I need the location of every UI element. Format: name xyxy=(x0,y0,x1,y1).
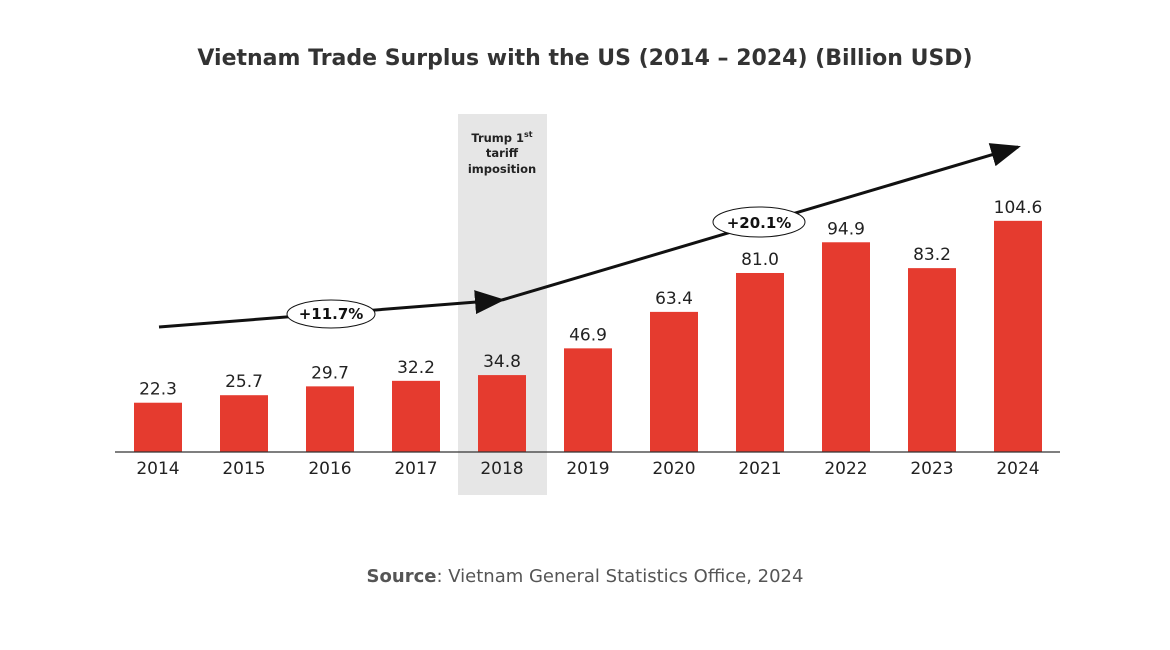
bar-2019 xyxy=(564,348,612,452)
data-label: 22.3 xyxy=(139,380,177,400)
highlight-label-line3: imposition xyxy=(468,162,536,176)
bar-2017 xyxy=(392,380,440,452)
x-tick-label: 2023 xyxy=(910,459,953,479)
x-tick-label: 2016 xyxy=(308,459,351,479)
x-tick-label: 2022 xyxy=(824,459,867,479)
data-label: 32.2 xyxy=(397,358,435,378)
highlight-label-line2: tariff xyxy=(486,146,519,160)
bar-2020 xyxy=(650,311,698,452)
x-tick-label: 2018 xyxy=(480,459,523,479)
x-tick-label: 2021 xyxy=(738,459,781,479)
x-tick-label: 2015 xyxy=(222,459,265,479)
data-label: 46.9 xyxy=(569,325,607,345)
chart-title: Vietnam Trade Surplus with the US (2014 … xyxy=(197,46,972,71)
data-label: 83.2 xyxy=(913,245,951,265)
bar-2021 xyxy=(736,272,784,452)
bar-2022 xyxy=(822,242,870,452)
trend-label-bubble-1 xyxy=(286,299,376,329)
x-tick-label: 2020 xyxy=(652,459,695,479)
data-label: 94.9 xyxy=(827,219,865,239)
x-tick-label: 2024 xyxy=(996,459,1039,479)
bar-2018 xyxy=(478,375,526,452)
data-label: 104.6 xyxy=(994,198,1043,218)
data-label: 63.4 xyxy=(655,289,693,309)
bar-2023 xyxy=(908,268,956,452)
x-tick-label: 2014 xyxy=(136,459,179,479)
trend-label-bubble-2 xyxy=(712,206,806,238)
x-tick-label: 2017 xyxy=(394,459,437,479)
bar-2016 xyxy=(306,386,354,452)
bar-2024 xyxy=(994,220,1042,452)
bar-2015 xyxy=(220,395,268,452)
x-tick-label: 2019 xyxy=(566,459,609,479)
highlight-label-line1: Trump 1st xyxy=(471,130,532,145)
data-label: 25.7 xyxy=(225,372,263,392)
trend-label-2: +20.1% xyxy=(727,214,792,232)
trend-label-1: +11.7% xyxy=(299,305,364,323)
data-label: 34.8 xyxy=(483,352,521,372)
source-note: Source: Vietnam General Statistics Offic… xyxy=(367,566,804,587)
bar-2014 xyxy=(134,402,182,452)
data-label: 29.7 xyxy=(311,363,349,383)
data-label: 81.0 xyxy=(741,250,779,270)
